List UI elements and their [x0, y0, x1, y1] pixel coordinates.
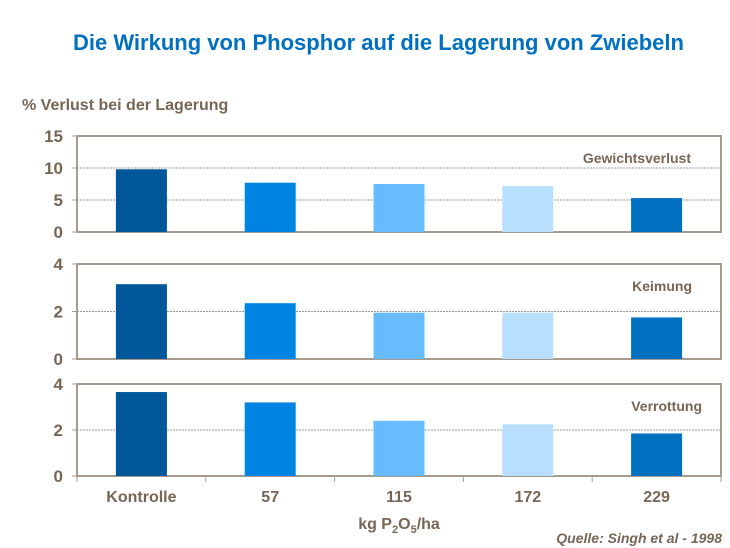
source-note: Quelle: Singh et al - 1998: [556, 530, 722, 546]
y-tick-label: 2: [54, 421, 63, 440]
y-tick-label: 4: [54, 375, 64, 394]
bar: [115, 169, 167, 232]
y-axis-label: % Verlust bei der Lagerung: [22, 97, 229, 114]
chart-title: Die Wirkung von Phosphor auf die Lagerun…: [73, 30, 684, 55]
bar: [502, 312, 554, 359]
bar: [244, 402, 296, 476]
x-tick-label: 172: [514, 489, 541, 506]
bar: [631, 433, 683, 476]
panel-label: Verrottung: [631, 398, 702, 414]
x-tick-label: 229: [643, 489, 670, 506]
y-tick-label: 0: [54, 467, 63, 486]
bar: [115, 392, 167, 476]
panel-label: Keimung: [632, 278, 692, 294]
bar: [244, 182, 296, 232]
y-tick-label: 10: [44, 159, 63, 178]
y-tick-label: 4: [54, 255, 64, 274]
x-tick-label: 57: [261, 489, 279, 506]
bar: [502, 185, 554, 232]
panel-label: Gewichtsverlust: [583, 150, 691, 166]
bar: [631, 317, 683, 359]
x-tick-label: 115: [386, 489, 412, 506]
bar: [373, 420, 425, 476]
y-tick-label: 15: [44, 127, 63, 146]
x-axis-label: kg P2O5/ha: [358, 516, 440, 536]
bar: [244, 303, 296, 359]
bar: [502, 424, 554, 476]
bar: [373, 184, 425, 232]
y-tick-label: 0: [54, 223, 63, 242]
bar: [115, 284, 167, 359]
y-tick-label: 5: [54, 191, 63, 210]
x-tick-label: Kontrolle: [106, 489, 176, 506]
bar: [631, 198, 683, 232]
y-tick-label: 0: [54, 350, 63, 369]
bar: [373, 312, 425, 359]
y-tick-label: 2: [54, 303, 63, 322]
